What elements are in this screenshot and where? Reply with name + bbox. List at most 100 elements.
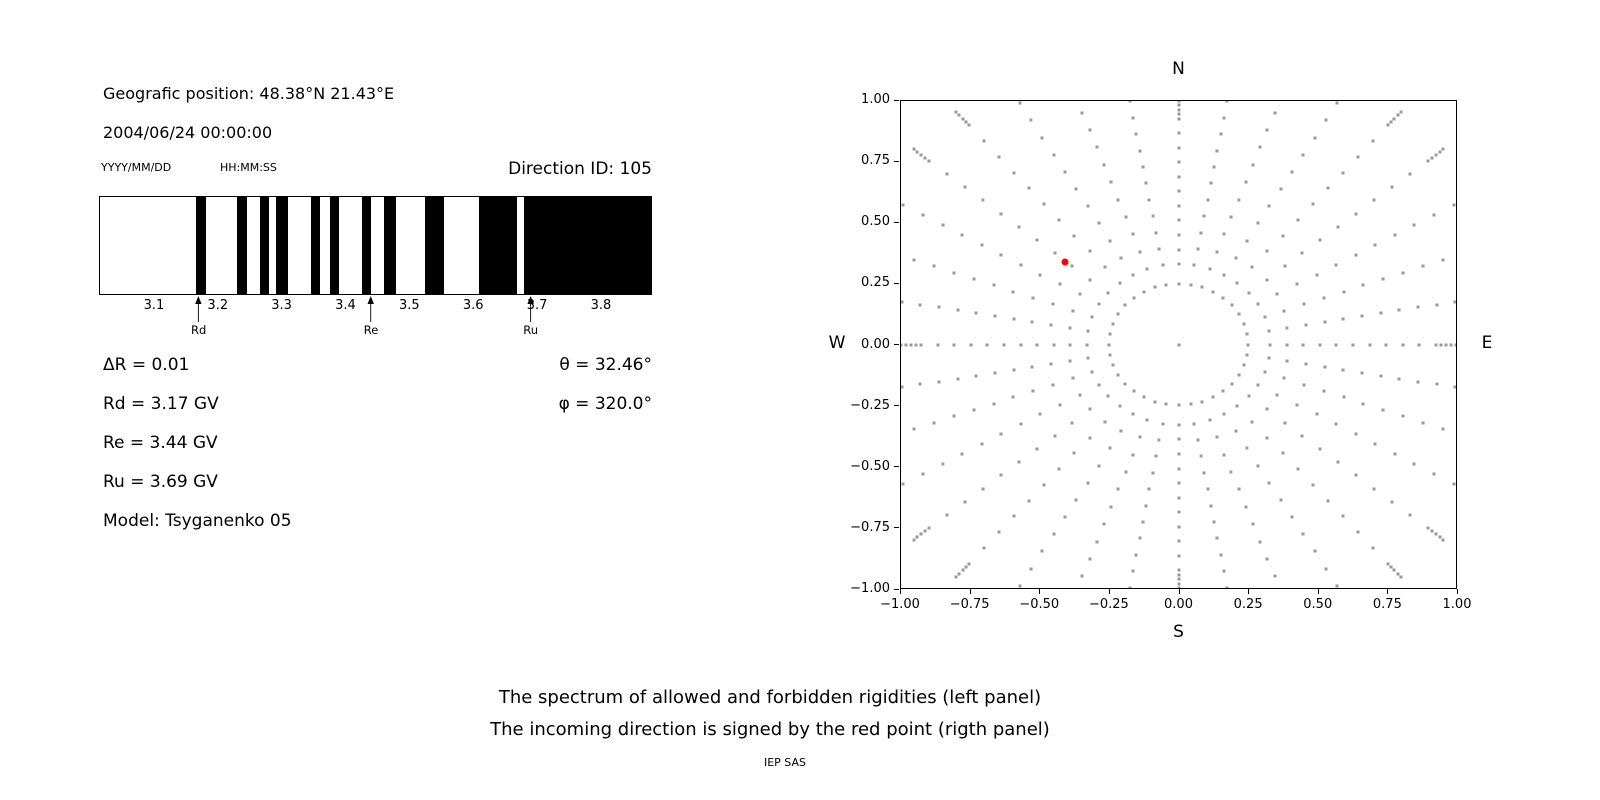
trajectory-dot xyxy=(1208,267,1212,271)
trajectory-dot xyxy=(956,377,960,381)
rd-text: Rd = 3.17 GV xyxy=(103,394,219,414)
spectrum-tick-label: 3.1 xyxy=(143,298,165,313)
trajectory-dot xyxy=(1131,412,1135,416)
inner-ring-dot xyxy=(1189,283,1193,287)
inner-ring-dot xyxy=(1153,400,1157,404)
inner-ring-dot xyxy=(1211,290,1215,294)
trajectory-dot xyxy=(1229,470,1233,474)
trajectory-dot xyxy=(1053,434,1056,438)
trajectory-dot xyxy=(1372,198,1376,202)
trajectory-dot xyxy=(1342,290,1346,294)
trajectory-dot xyxy=(1386,123,1390,127)
spectrum-tick-label: 3.4 xyxy=(335,298,356,313)
cutoff-marker-rd: Rd xyxy=(191,295,206,337)
trajectory-dot xyxy=(1095,540,1099,544)
trajectory-dot xyxy=(1177,481,1180,485)
trajectory-dot xyxy=(1102,163,1106,167)
y-tick-label: 1.00 xyxy=(861,92,890,107)
trajectory-dot xyxy=(1304,323,1308,327)
trajectory-dot xyxy=(912,147,916,151)
trajectory-dot xyxy=(901,343,903,346)
trajectory-dot xyxy=(981,198,985,202)
trajectory-dot xyxy=(1356,155,1360,159)
trajectory-dot xyxy=(1196,438,1200,442)
trajectory-dot xyxy=(1108,446,1112,450)
trajectory-dot xyxy=(1095,145,1099,149)
trajectory-dot xyxy=(1106,394,1110,398)
inner-ring-dot xyxy=(1211,395,1215,399)
trajectory-dot xyxy=(1318,447,1322,451)
trajectory-dot xyxy=(1086,204,1089,208)
up-arrow-icon xyxy=(527,296,534,322)
spectrum-tick-label: 3.8 xyxy=(590,298,612,313)
x-tick-label: −0.50 xyxy=(1019,597,1060,612)
trajectory-dot xyxy=(1361,283,1365,287)
trajectory-dot xyxy=(974,311,978,315)
trajectory-dot xyxy=(1199,454,1203,458)
trajectory-dot xyxy=(1219,553,1223,557)
inner-ring-dot xyxy=(1242,363,1246,367)
trajectory-dot xyxy=(1177,577,1180,581)
trajectory-dot xyxy=(919,343,923,346)
trajectory-dot xyxy=(1177,175,1180,179)
x-tick-label: −0.25 xyxy=(1088,597,1129,612)
trajectory-dot xyxy=(1258,145,1262,149)
caption-line-2: The incoming direction is signed by the … xyxy=(490,719,1050,740)
y-tick-mark xyxy=(894,405,899,407)
allowed-rigidity-band xyxy=(275,197,289,294)
trajectory-dot xyxy=(1279,187,1283,191)
up-arrow-icon xyxy=(195,296,202,322)
trajectory-dot xyxy=(1373,442,1377,446)
trajectory-dot xyxy=(1219,132,1223,136)
trajectory-dot xyxy=(1215,435,1219,439)
allowed-rigidity-band xyxy=(259,197,270,294)
trajectory-dot xyxy=(1282,376,1286,380)
trajectory-dot xyxy=(918,303,922,307)
incoming-direction-point xyxy=(1061,258,1069,266)
inner-ring-dot xyxy=(1116,312,1120,316)
inner-ring-dot xyxy=(1237,312,1241,316)
trajectory-dot xyxy=(993,314,997,318)
trajectory-dot xyxy=(957,113,961,117)
trajectory-dot xyxy=(1031,389,1035,393)
trajectory-dot xyxy=(1052,532,1056,536)
cutoff-marker-re: Re xyxy=(364,295,378,337)
trajectory-dot xyxy=(1052,153,1056,157)
trajectory-dot xyxy=(1452,203,1456,207)
inner-ring-dot xyxy=(1230,382,1234,386)
inner-ring-dot xyxy=(1221,389,1225,393)
trajectory-dot xyxy=(1426,159,1430,163)
trajectory-dot xyxy=(982,546,986,550)
trajectory-dot xyxy=(1119,256,1123,260)
trajectory-dot xyxy=(1177,423,1180,427)
trajectory-dot xyxy=(1192,263,1196,267)
trajectory-dot xyxy=(1441,147,1445,151)
trajectory-dot xyxy=(1027,499,1031,503)
trajectory-dot xyxy=(1290,515,1294,519)
trajectory-dot xyxy=(1311,483,1315,487)
trajectory-dot xyxy=(1177,146,1180,150)
trajectory-dot xyxy=(974,374,978,378)
trajectory-dot xyxy=(1421,264,1425,268)
inner-ring-dot xyxy=(1221,296,1225,300)
re-text: Re = 3.44 GV xyxy=(103,433,218,453)
inner-ring-dot xyxy=(1200,285,1204,289)
trajectory-dot xyxy=(1323,320,1327,324)
trajectory-dot xyxy=(909,343,913,346)
trajectory-dot xyxy=(1209,181,1213,185)
trajectory-dot xyxy=(1354,473,1358,477)
trajectory-dot xyxy=(1040,136,1044,139)
trajectory-dot xyxy=(1453,385,1456,389)
trajectory-dot xyxy=(1072,451,1076,455)
trajectory-dot xyxy=(1222,273,1226,277)
trajectory-dot xyxy=(1177,467,1180,471)
trajectory-dot xyxy=(1263,315,1267,319)
direction-plot xyxy=(900,100,1457,589)
trajectory-dot xyxy=(1177,160,1180,164)
trajectory-dot xyxy=(1341,171,1345,175)
trajectory-dot xyxy=(1157,247,1161,251)
trajectory-dot xyxy=(1397,377,1401,381)
trajectory-dot xyxy=(1097,464,1101,468)
trajectory-dot xyxy=(1212,520,1216,524)
trajectory-dot xyxy=(1131,116,1135,120)
